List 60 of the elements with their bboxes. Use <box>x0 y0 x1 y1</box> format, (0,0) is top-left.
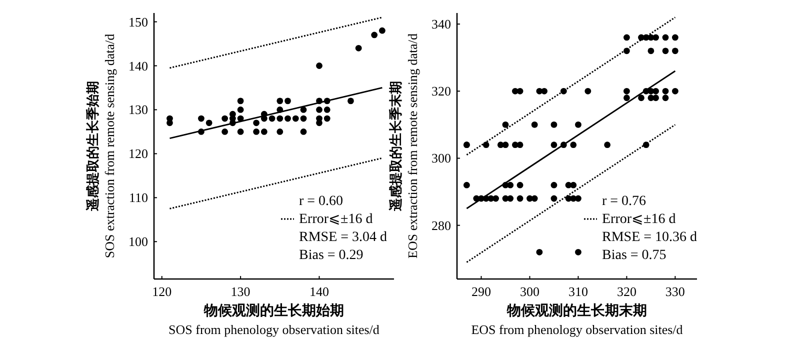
x-tick-label: 130 <box>230 284 250 299</box>
annotation: r = 0.60 <box>299 194 344 209</box>
x-tick-label: 320 <box>616 284 636 299</box>
point <box>371 32 378 38</box>
x-tick-label: 330 <box>665 284 685 299</box>
point <box>300 106 307 113</box>
x-tick-label: 310 <box>568 284 588 299</box>
point <box>237 128 244 135</box>
point <box>166 115 173 122</box>
point <box>355 44 362 52</box>
legend-label: Error⩽±16 d <box>602 212 676 227</box>
annotation: RMSE = 10.36 d <box>602 230 698 245</box>
point <box>198 115 204 122</box>
annotation: r = 0.76 <box>602 194 646 209</box>
y-tick-label: 140 <box>128 58 148 74</box>
point <box>284 98 291 104</box>
point <box>237 106 244 113</box>
y-tick-label: 280 <box>432 218 451 233</box>
point <box>316 120 322 126</box>
point <box>222 128 228 135</box>
point <box>300 128 307 135</box>
x-tick-label: 300 <box>520 284 540 299</box>
point <box>284 115 291 122</box>
annotation: RMSE = 3.04 d <box>299 230 388 245</box>
point <box>222 115 228 122</box>
y-tick-label: 110 <box>128 190 148 206</box>
point <box>276 115 284 122</box>
point <box>206 120 212 126</box>
y-tick-label: 320 <box>432 84 451 99</box>
y-tick-label: 120 <box>128 146 148 162</box>
point <box>237 98 244 104</box>
y-axis-title: 遥感提取的生长季始期 SOS extraction from remote sensing data/d <box>85 33 117 258</box>
y-tick-label: 100 <box>128 234 148 250</box>
y-tick-label: 340 <box>432 16 451 32</box>
point <box>300 115 307 122</box>
x-axis-title: 物候观测的生长期始期 SOS from phenology observation sites/d <box>168 303 380 337</box>
point <box>324 115 330 122</box>
legend-label: Error⩽±16 d <box>299 212 373 227</box>
y-tick-label: 130 <box>128 102 148 118</box>
point <box>292 115 299 122</box>
point <box>253 120 260 126</box>
annotation: Bias = 0.75 <box>602 248 666 263</box>
y-tick-label: 300 <box>432 150 451 166</box>
x-axis-title: 物候观测的生长期末期 EOS from phenology observation sites/d <box>471 303 684 337</box>
point <box>268 115 276 122</box>
point <box>260 128 268 135</box>
y-axis-title: 遥感提取的生长季末期 EOS extraction from remote sensing data/d <box>388 33 420 258</box>
point <box>276 128 284 135</box>
point <box>324 106 330 113</box>
point <box>348 98 354 104</box>
point <box>316 106 322 113</box>
x-tick-label: 290 <box>471 284 491 299</box>
point <box>316 62 322 69</box>
annotation: Bias = 0.29 <box>299 248 364 263</box>
point <box>253 128 260 135</box>
y-tick-label: 150 <box>128 14 148 30</box>
point <box>378 27 386 34</box>
x-tick-label: 140 <box>309 284 329 299</box>
point <box>276 98 284 104</box>
x-tick-label: 120 <box>152 284 172 299</box>
